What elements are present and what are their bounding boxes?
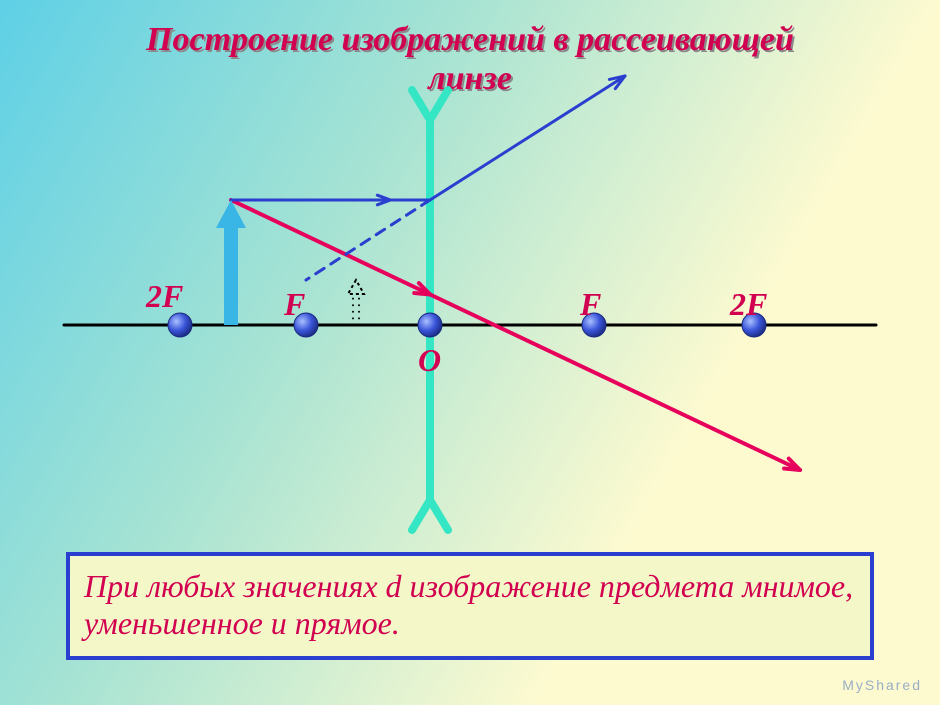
watermark: MyShared: [842, 677, 922, 693]
label-F-right: F: [580, 286, 601, 323]
slide-canvas: Построение изображений в рассеивающей ли…: [0, 0, 940, 705]
label-2F-left: 2F: [146, 278, 183, 315]
label-O: O: [418, 342, 441, 379]
label-F-left: F: [284, 286, 305, 323]
label-2F-right: 2F: [730, 286, 767, 323]
caption-box: При любых значениях d изображение предме…: [66, 552, 874, 660]
